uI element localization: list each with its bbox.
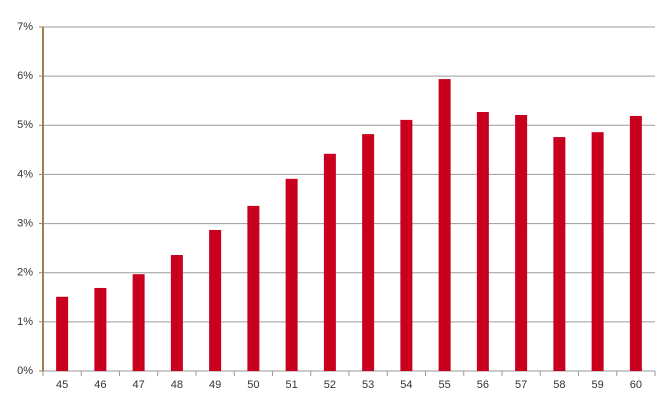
y-tick-label: 3%: [17, 217, 33, 229]
bar: [629, 115, 642, 371]
bar: [362, 134, 375, 371]
bar: [400, 119, 413, 371]
x-tick-label: 57: [515, 379, 527, 391]
bar: [170, 255, 183, 371]
bar: [94, 287, 107, 371]
bar: [591, 132, 604, 371]
x-tick-label: 55: [439, 379, 451, 391]
bar: [553, 137, 566, 371]
x-tick-label: 46: [94, 379, 106, 391]
y-tick-label: 7%: [17, 21, 33, 33]
bar: [247, 205, 260, 371]
bar: [323, 153, 336, 371]
y-tick-label: 0%: [17, 365, 33, 377]
x-tick-label: 48: [171, 379, 183, 391]
bar: [285, 178, 298, 371]
bar: [209, 229, 222, 371]
x-tick-label: 58: [553, 379, 565, 391]
x-tick-label: 52: [324, 379, 336, 391]
x-tick-label: 51: [286, 379, 298, 391]
x-tick-label: 54: [400, 379, 412, 391]
bar: [476, 112, 489, 371]
x-tick-label: 45: [56, 379, 68, 391]
y-tick-label: 5%: [17, 119, 33, 131]
y-tick-label: 1%: [17, 316, 33, 328]
x-tick-label: 47: [133, 379, 145, 391]
bar: [515, 114, 528, 372]
y-tick-label: 6%: [17, 70, 33, 82]
y-tick-label: 4%: [17, 168, 33, 180]
bar: [438, 79, 451, 371]
bar: [56, 296, 69, 371]
bar: [132, 274, 145, 371]
x-tick-label: 60: [630, 379, 642, 391]
x-tick-label: 56: [477, 379, 489, 391]
x-tick-label: 59: [592, 379, 604, 391]
x-tick-label: 49: [209, 379, 221, 391]
y-tick-label: 2%: [17, 267, 33, 279]
x-tick-label: 50: [247, 379, 259, 391]
x-tick-label: 53: [362, 379, 374, 391]
